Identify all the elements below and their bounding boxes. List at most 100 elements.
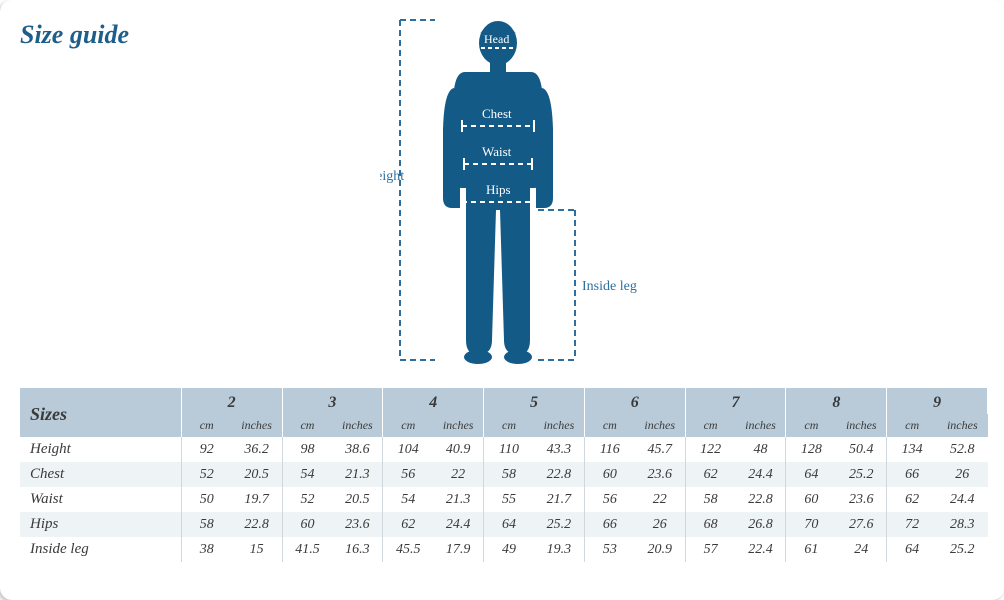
size-col-header: 4 (383, 388, 484, 414)
cell-inches: 22.8 (736, 487, 786, 512)
cell-inches: 22 (433, 462, 483, 487)
cell-cm: 66 (887, 462, 937, 487)
cell-cm: 98 (282, 437, 332, 462)
cell-inches: 15 (232, 537, 282, 562)
inside-leg-label: Inside leg (582, 279, 637, 294)
cell-inches: 25.2 (534, 512, 584, 537)
cell-inches: 22 (635, 487, 685, 512)
cell-cm: 66 (584, 512, 634, 537)
cell-cm: 72 (887, 512, 937, 537)
cell-cm: 60 (282, 512, 332, 537)
cell-inches: 25.2 (937, 537, 987, 562)
unit-inches: inches (736, 414, 786, 437)
unit-cm: cm (282, 414, 332, 437)
cell-cm: 116 (584, 437, 634, 462)
cell-inches: 28.3 (937, 512, 987, 537)
unit-inches: inches (635, 414, 685, 437)
cell-inches: 45.7 (635, 437, 685, 462)
unit-inches: inches (534, 414, 584, 437)
cell-inches: 20.5 (332, 487, 382, 512)
cell-inches: 19.7 (232, 487, 282, 512)
head-label: Head (484, 32, 509, 46)
cell-cm: 55 (484, 487, 534, 512)
sizes-header: Sizes (20, 388, 181, 437)
cell-cm: 56 (383, 462, 433, 487)
cell-inches: 27.6 (836, 512, 886, 537)
cell-inches: 22.4 (736, 537, 786, 562)
cell-cm: 58 (685, 487, 735, 512)
cell-cm: 41.5 (282, 537, 332, 562)
table-row: Chest5220.55421.356225822.86023.66224.46… (20, 462, 988, 487)
cell-inches: 21.3 (433, 487, 483, 512)
cell-cm: 56 (584, 487, 634, 512)
cell-inches: 16.3 (332, 537, 382, 562)
cell-inches: 19.3 (534, 537, 584, 562)
cell-inches: 25.2 (836, 462, 886, 487)
size-col-header: 6 (584, 388, 685, 414)
table-row: Hips5822.86023.66224.46425.266266826.870… (20, 512, 988, 537)
cell-inches: 22.8 (232, 512, 282, 537)
size-col-header: 5 (484, 388, 585, 414)
unit-cm: cm (584, 414, 634, 437)
unit-inches: inches (937, 414, 987, 437)
size-diagram: Height Head Chest Waist Hips Inside leg (380, 10, 660, 380)
cell-cm: 54 (282, 462, 332, 487)
cell-cm: 45.5 (383, 537, 433, 562)
page-title: Size guide (20, 20, 129, 50)
unit-inches: inches (232, 414, 282, 437)
cell-inches: 22.8 (534, 462, 584, 487)
cell-inches: 24.4 (433, 512, 483, 537)
cell-inches: 26 (635, 512, 685, 537)
unit-cm: cm (887, 414, 937, 437)
cell-inches: 20.9 (635, 537, 685, 562)
size-col-header: 3 (282, 388, 383, 414)
cell-inches: 23.6 (836, 487, 886, 512)
size-col-header: 8 (786, 388, 887, 414)
measurement-label: Hips (20, 512, 181, 537)
table-header: Sizes 2 3 4 5 6 7 8 9 cminches cminches … (20, 388, 988, 437)
cell-inches: 21.7 (534, 487, 584, 512)
measurement-label: Height (20, 437, 181, 462)
height-label: Height (380, 169, 404, 184)
cell-inches: 17.9 (433, 537, 483, 562)
cell-inches: 50.4 (836, 437, 886, 462)
measurement-label: Inside leg (20, 537, 181, 562)
cell-inches: 23.6 (635, 462, 685, 487)
cell-cm: 54 (383, 487, 433, 512)
cell-cm: 52 (181, 462, 231, 487)
cell-cm: 57 (685, 537, 735, 562)
unit-cm: cm (786, 414, 836, 437)
unit-cm: cm (685, 414, 735, 437)
cell-inches: 36.2 (232, 437, 282, 462)
cell-cm: 134 (887, 437, 937, 462)
cell-cm: 64 (786, 462, 836, 487)
cell-cm: 50 (181, 487, 231, 512)
cell-cm: 58 (181, 512, 231, 537)
size-col-header: 7 (685, 388, 786, 414)
cell-inches: 38.6 (332, 437, 382, 462)
unit-cm: cm (484, 414, 534, 437)
hips-label: Hips (486, 182, 511, 197)
size-col-header: 9 (887, 388, 988, 414)
cell-cm: 104 (383, 437, 433, 462)
cell-cm: 110 (484, 437, 534, 462)
cell-inches: 21.3 (332, 462, 382, 487)
unit-cm: cm (383, 414, 433, 437)
cell-cm: 52 (282, 487, 332, 512)
cell-cm: 128 (786, 437, 836, 462)
cell-cm: 92 (181, 437, 231, 462)
measurement-label: Waist (20, 487, 181, 512)
cell-inches: 48 (736, 437, 786, 462)
cell-inches: 20.5 (232, 462, 282, 487)
cell-cm: 62 (887, 487, 937, 512)
cell-cm: 58 (484, 462, 534, 487)
cell-cm: 62 (685, 462, 735, 487)
cell-inches: 43.3 (534, 437, 584, 462)
cell-cm: 49 (484, 537, 534, 562)
cell-cm: 61 (786, 537, 836, 562)
cell-inches: 26.8 (736, 512, 786, 537)
cell-cm: 62 (383, 512, 433, 537)
cell-inches: 52.8 (937, 437, 987, 462)
cell-cm: 122 (685, 437, 735, 462)
cell-cm: 70 (786, 512, 836, 537)
